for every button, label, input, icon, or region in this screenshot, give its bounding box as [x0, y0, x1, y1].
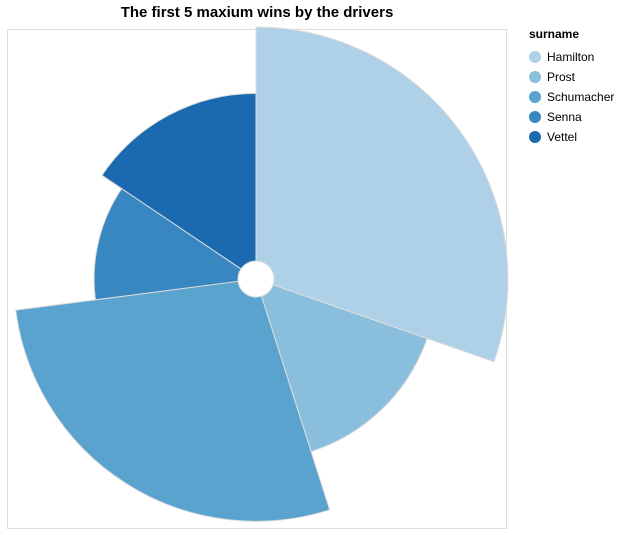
slice-hamilton: [255, 26, 509, 363]
legend: surname Hamilton Prost Schumacher Senna Vett…: [529, 27, 614, 147]
legend-title: surname: [529, 27, 580, 41]
chart-title: The first 5 maxium wins by the drivers: [120, 4, 394, 21]
legend-label: Schumacher: [547, 90, 615, 104]
legend-item-vettel: Vettel: [529, 127, 614, 147]
slice-senna: [93, 187, 242, 301]
legend-item-hamilton: Hamilton: [529, 47, 614, 67]
legend-item-senna: Senna: [529, 107, 614, 127]
legend-items: Hamilton Prost Schumacher Senna Vettel: [529, 47, 614, 147]
slice-vettel: [101, 92, 257, 270]
legend-swatch: [529, 71, 541, 83]
legend-item-schumacher: Schumacher: [529, 87, 614, 107]
legend-swatch: [529, 131, 541, 143]
legend-swatch: [529, 51, 541, 63]
legend-swatch: [529, 111, 541, 123]
legend-label: Vettel: [547, 130, 578, 144]
legend-label: Prost: [547, 70, 576, 84]
slice-schumacher: [15, 280, 331, 522]
legend-label: Senna: [547, 110, 582, 124]
legend-item-prost: Prost: [529, 67, 614, 87]
slices-group: [15, 26, 509, 522]
slice-prost: [260, 284, 428, 453]
legend-swatch: [529, 91, 541, 103]
legend-label: Hamilton: [547, 50, 595, 64]
